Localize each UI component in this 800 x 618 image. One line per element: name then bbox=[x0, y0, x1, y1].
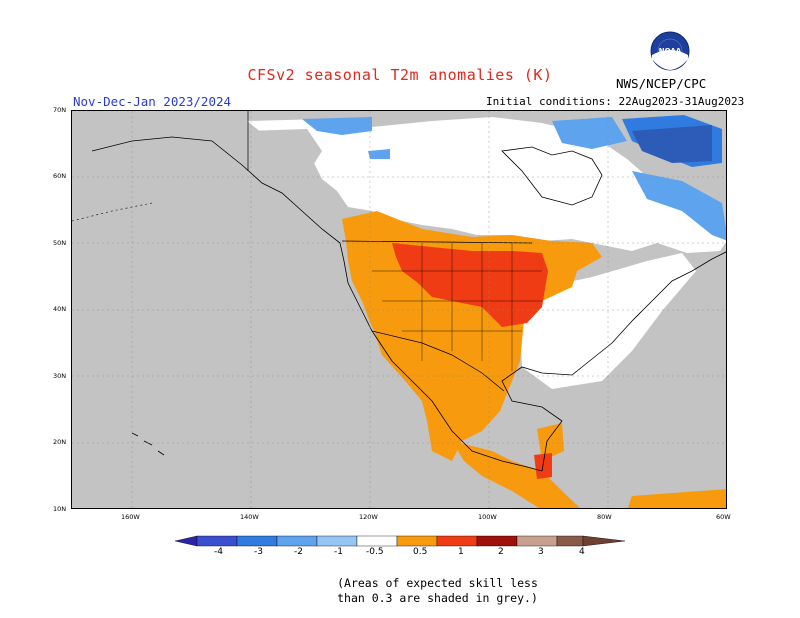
legend-label: -1 bbox=[334, 547, 343, 557]
lon-label: 80W bbox=[597, 513, 612, 521]
noaa-logo: NOAA bbox=[650, 31, 690, 71]
coastline-west bbox=[91, 136, 543, 472]
hawaii-islands bbox=[131, 432, 165, 456]
legend-label: -2 bbox=[294, 547, 303, 557]
legend-swatch bbox=[436, 535, 478, 547]
lat-label: 30N bbox=[53, 372, 67, 380]
graticule bbox=[72, 111, 726, 508]
coastline-gulf-east bbox=[501, 251, 726, 472]
legend-swatch bbox=[556, 535, 584, 547]
skill-note-line-1: (Areas of expected skill less bbox=[337, 576, 538, 590]
chart-title: CFSv2 seasonal T2m anomalies (K) bbox=[247, 66, 553, 84]
skill-note-line-2: than 0.3 are shaded in grey.) bbox=[337, 591, 538, 605]
lon-label: 140W bbox=[240, 513, 259, 521]
legend-arrow-right bbox=[582, 535, 626, 547]
legend-label: 4 bbox=[579, 547, 585, 557]
positive-anomaly-orange-south-america bbox=[627, 489, 726, 508]
coastline-hudson-bay bbox=[501, 146, 603, 206]
initial-conditions-label: Initial conditions: 22Aug2023-31Aug2023 bbox=[486, 95, 745, 108]
legend-colorbar bbox=[175, 535, 626, 547]
negative-anomaly-light-blue-3 bbox=[552, 117, 627, 149]
aleutian-islands bbox=[72, 202, 153, 222]
legend-arrow-left bbox=[175, 535, 198, 547]
state-lines bbox=[372, 243, 542, 371]
lat-label: 40N bbox=[53, 305, 67, 313]
lat-label: 10N bbox=[53, 505, 67, 513]
legend-swatch bbox=[236, 535, 278, 547]
positive-anomaly-red-north-central bbox=[392, 243, 548, 327]
legend-swatch bbox=[476, 535, 518, 547]
legend-swatch bbox=[276, 535, 318, 547]
legend-label: -0.5 bbox=[366, 547, 384, 557]
lat-label: 20N bbox=[53, 438, 67, 446]
lat-label: 70N bbox=[53, 106, 67, 114]
map-svg bbox=[72, 111, 726, 508]
negative-anomaly-light-blue-1 bbox=[302, 117, 372, 135]
neutral-region-north-canada bbox=[247, 117, 726, 253]
map-panel bbox=[71, 110, 727, 509]
legend-swatch bbox=[396, 535, 438, 547]
legend-label: 2 bbox=[498, 547, 504, 557]
noaa-logo-icon: NOAA bbox=[650, 31, 690, 71]
lon-label: 120W bbox=[359, 513, 378, 521]
negative-anomaly-dark-blue bbox=[632, 125, 712, 163]
positive-anomaly-orange-mexico bbox=[452, 441, 580, 508]
legend-label: -3 bbox=[254, 547, 263, 557]
legend-label: -4 bbox=[214, 547, 223, 557]
legend-swatch bbox=[356, 535, 398, 547]
lat-label: 60N bbox=[53, 172, 67, 180]
legend-swatch bbox=[316, 535, 358, 547]
lon-label: 60W bbox=[716, 513, 731, 521]
legend-label: 3 bbox=[538, 547, 544, 557]
positive-anomaly-orange-yucatan bbox=[537, 423, 564, 461]
negative-anomaly-light-blue-2 bbox=[368, 149, 390, 159]
us-canada-border bbox=[341, 240, 533, 244]
neutral-region-alaska-ne bbox=[247, 129, 322, 173]
legend-swatch bbox=[516, 535, 558, 547]
legend-label: 1 bbox=[458, 547, 464, 557]
lat-label: 50N bbox=[53, 239, 67, 247]
negative-anomaly-light-blue-4 bbox=[632, 171, 726, 241]
legend-label: 0.5 bbox=[413, 547, 428, 557]
us-mexico-border bbox=[371, 330, 505, 392]
lon-label: 160W bbox=[121, 513, 140, 521]
logo-text: NOAA bbox=[659, 47, 682, 55]
legend-swatch bbox=[196, 535, 238, 547]
agency-label: NWS/NCEP/CPC bbox=[616, 76, 707, 91]
skill-note: (Areas of expected skill less than 0.3 a… bbox=[0, 576, 800, 606]
lon-label: 100W bbox=[478, 513, 497, 521]
period-label: Nov-Dec-Jan 2023/2024 bbox=[73, 94, 232, 109]
